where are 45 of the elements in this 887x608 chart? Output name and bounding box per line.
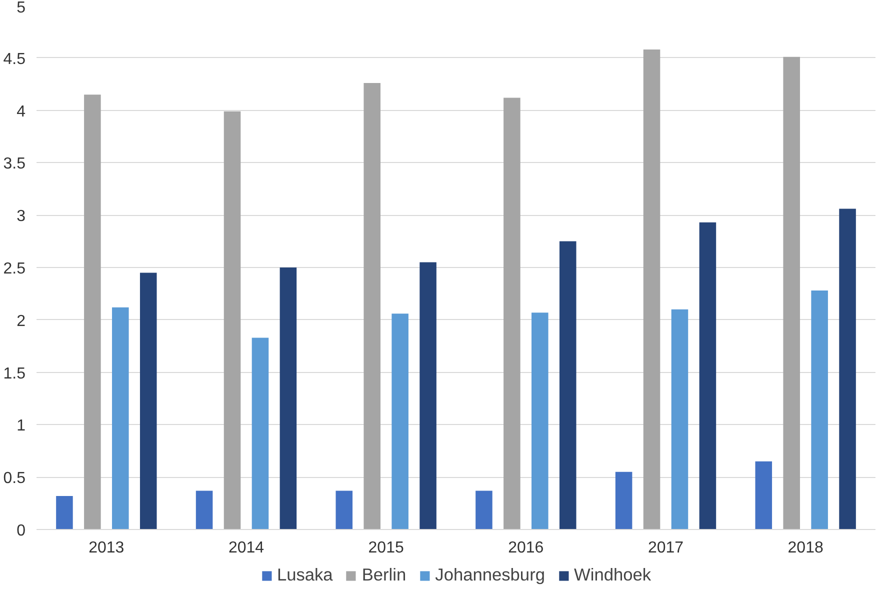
bar	[811, 290, 828, 530]
bar	[84, 94, 101, 530]
bar	[392, 314, 408, 530]
bar	[252, 338, 269, 530]
x-tick-label: 2013	[88, 540, 124, 556]
bar	[699, 222, 716, 530]
bar	[783, 56, 800, 530]
legend-label: Johannesburg	[435, 564, 545, 586]
bar	[56, 496, 73, 530]
x-tick-label: 2016	[508, 540, 544, 556]
x-tick-label: 2018	[788, 540, 824, 556]
bar	[112, 307, 129, 530]
bar	[364, 83, 380, 530]
x-tick-label: 2015	[368, 540, 404, 556]
y-tick-label: 1	[16, 418, 26, 435]
y-tick-label: 3	[16, 208, 26, 226]
bar	[615, 472, 632, 530]
bar	[559, 241, 576, 530]
legend-label: Windhoek	[574, 564, 652, 586]
y-tick-label: 3.5	[3, 156, 26, 173]
bar	[532, 312, 548, 530]
y-tick-label: 4.5	[3, 50, 26, 68]
y-tick-label: 2	[16, 312, 26, 330]
bar	[755, 461, 772, 530]
legend-label: Berlin	[362, 564, 406, 586]
bar	[504, 98, 520, 530]
bar	[643, 50, 660, 530]
bar	[839, 208, 856, 530]
y-tick-label: 0.5	[3, 470, 26, 488]
bar	[224, 111, 241, 530]
y-tick-label: 2.5	[3, 260, 26, 278]
x-tick-label: 2014	[228, 540, 264, 556]
bar	[196, 490, 213, 530]
bar	[336, 490, 353, 530]
y-tick-label: 5	[16, 0, 26, 16]
bar	[280, 268, 297, 530]
y-tick-label: 4	[16, 103, 26, 120]
y-tick-label: 0	[16, 522, 26, 540]
x-tick-label: 2017	[648, 540, 684, 556]
bar	[476, 490, 492, 530]
bar	[140, 272, 157, 530]
bar	[671, 309, 688, 530]
bar	[420, 262, 436, 530]
y-tick-label: 1.5	[3, 365, 26, 382]
legend-label: Lusaka	[276, 564, 333, 586]
